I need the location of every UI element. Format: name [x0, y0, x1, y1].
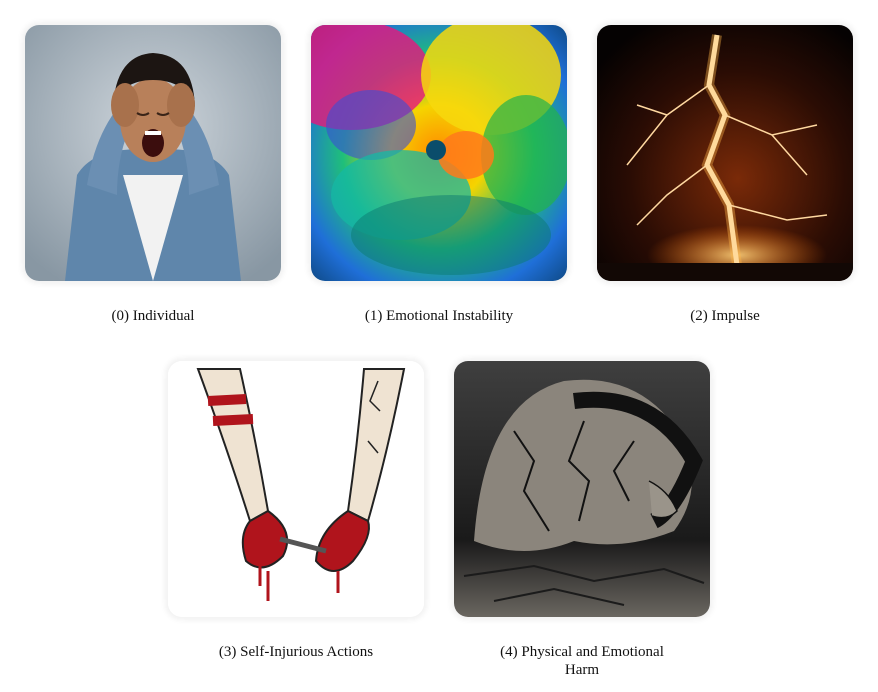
panel-physical-emotional-harm [454, 361, 710, 617]
cracked-figure-image [454, 361, 710, 617]
panel-caption: (0) Individual [111, 308, 195, 324]
lightning-bolt-image [597, 25, 853, 281]
panel-caption: (3) Self-Injurious Actions [218, 644, 374, 660]
panel-caption: (2) Impulse [690, 308, 760, 324]
panel-individual [25, 25, 281, 281]
cracked-bleeding-arms-image [168, 361, 424, 617]
color-explosion-image [311, 25, 567, 281]
panel-self-injurious-actions [168, 361, 424, 617]
panel-caption: (4) Physical and Emotional Harm [500, 644, 664, 678]
screaming-woman-image [25, 25, 281, 281]
panel-impulse [597, 25, 853, 281]
panel-caption: (1) Emotional Instability [364, 308, 514, 324]
panel-emotional-instability [311, 25, 567, 281]
